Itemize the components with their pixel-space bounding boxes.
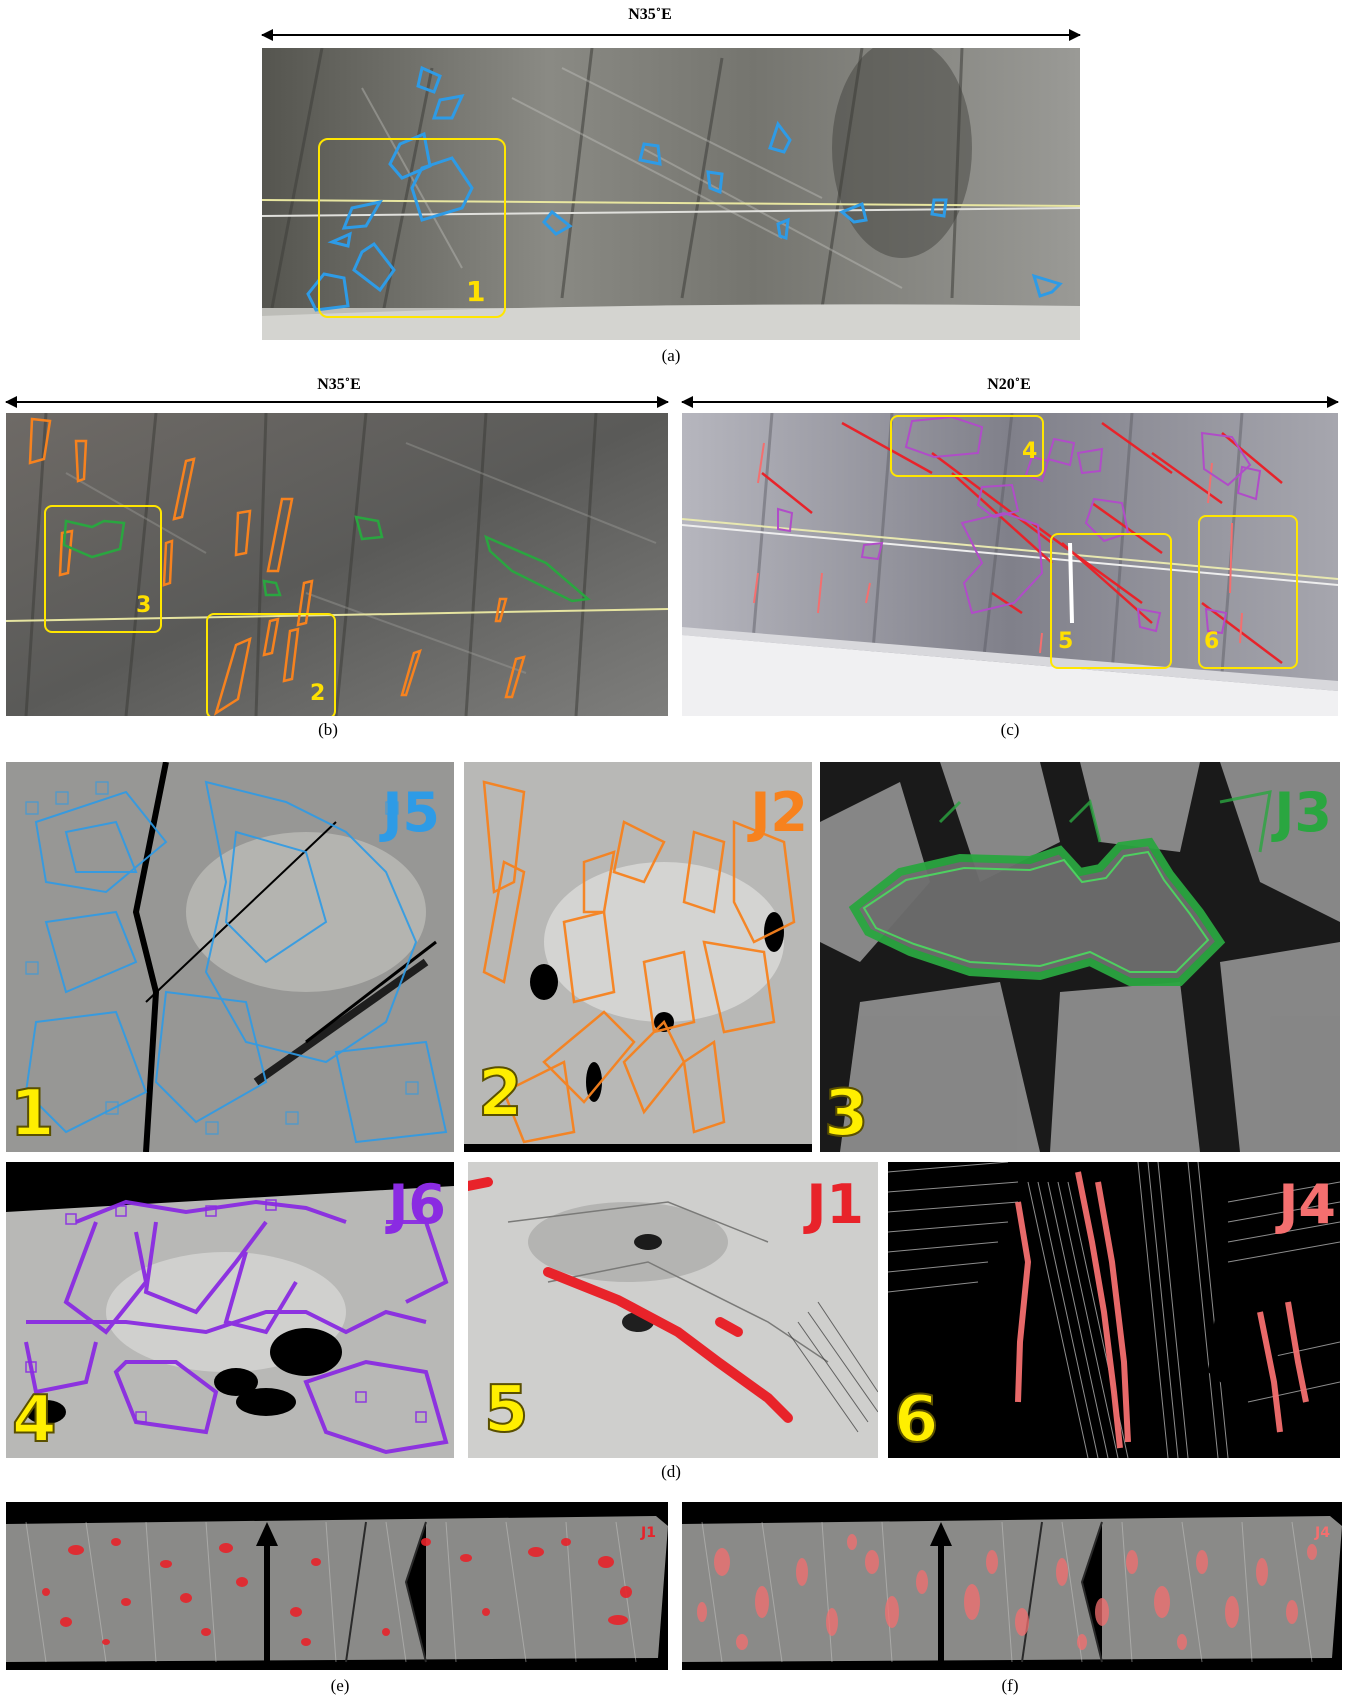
- panel-c-rock-image: [682, 413, 1338, 716]
- panel-d-caption: (d): [661, 1462, 681, 1481]
- zoom-tile-4-joint-tag: J6: [388, 1173, 446, 1236]
- highlight-box-6-label: 6: [1204, 629, 1220, 654]
- zoom-tile-4: J6 4: [6, 1162, 454, 1458]
- panel-c-direction-label: N20˚E: [987, 376, 1031, 393]
- zoom-tile-3: J3 3: [820, 762, 1340, 1152]
- panel-b-caption: (b): [318, 720, 338, 739]
- zoom-tile-3-image: [820, 762, 1340, 1152]
- panel-a-caption: (a): [661, 346, 681, 365]
- zoom-tile-6: J4 6: [888, 1162, 1340, 1458]
- panel-b-direction-arrow: [5, 396, 669, 408]
- zoom-tile-1-image: [6, 762, 454, 1152]
- highlight-box-5: [1050, 533, 1172, 669]
- zoom-tile-4-image: [6, 1162, 454, 1458]
- highlight-box-2: [206, 613, 336, 716]
- highlight-box-5-label: 5: [1058, 629, 1074, 654]
- zoom-tile-3-joint-tag: J3: [1274, 781, 1332, 844]
- zoom-tile-1-joint-tag: J5: [382, 781, 440, 844]
- zoom-tile-2: J2 2: [464, 762, 812, 1152]
- panel-c-caption: (c): [1000, 720, 1020, 739]
- zoom-tile-6-joint-tag: J4: [1278, 1173, 1336, 1236]
- panel-a-direction-arrow: [261, 29, 1081, 41]
- zoom-tile-6-number: 6: [893, 1383, 940, 1457]
- panel-e-caption: (e): [330, 1676, 350, 1695]
- zoom-tile-1-number: 1: [9, 1077, 56, 1151]
- highlight-box-6: [1198, 515, 1298, 669]
- panel-e-strip: J1: [6, 1502, 668, 1670]
- highlight-box-4-label: 4: [1022, 439, 1038, 464]
- panel-e-strip-image: [6, 1502, 668, 1670]
- zoom-tile-4-number: 4: [11, 1383, 58, 1457]
- panel-f-strip: J4: [682, 1502, 1342, 1670]
- highlight-box-3-label: 3: [136, 593, 152, 618]
- zoom-tile-2-image: [464, 762, 812, 1152]
- zoom-tile-5-number: 5: [483, 1373, 530, 1447]
- panel-f-caption: (f): [1001, 1676, 1019, 1695]
- zoom-tile-1: J5 1: [6, 762, 454, 1152]
- highlight-box-3: [44, 505, 162, 633]
- panel-b-direction-label: N35˚E: [317, 376, 361, 393]
- highlight-box-2-label: 2: [310, 681, 326, 706]
- zoom-tile-5: J1 5: [468, 1162, 878, 1458]
- zoom-tile-5-joint-tag: J1: [806, 1173, 864, 1236]
- panel-a-rock-image: [262, 48, 1080, 340]
- panel-f-joint-tag: J4: [1315, 1525, 1330, 1541]
- zoom-tile-2-number: 2: [477, 1057, 524, 1131]
- panel-b-photo: 3 2: [6, 413, 668, 716]
- zoom-tile-2-joint-tag: J2: [750, 781, 808, 844]
- panel-e-joint-tag: J1: [641, 1525, 656, 1541]
- panel-c-photo: 4 5 6: [682, 413, 1338, 716]
- highlight-box-1: [318, 138, 506, 318]
- panel-a-direction-label: N35˚E: [628, 6, 672, 23]
- panel-f-strip-image: [682, 1502, 1342, 1670]
- panel-a-photo: 1: [262, 48, 1080, 340]
- panel-c-direction-arrow: [681, 396, 1339, 408]
- zoom-tile-5-image: [468, 1162, 878, 1458]
- zoom-tile-3-number: 3: [823, 1077, 870, 1151]
- highlight-box-4: [890, 415, 1044, 477]
- panel-b-rock-image: [6, 413, 668, 716]
- zoom-tile-6-image: [888, 1162, 1340, 1458]
- highlight-box-1-label: 1: [466, 275, 486, 308]
